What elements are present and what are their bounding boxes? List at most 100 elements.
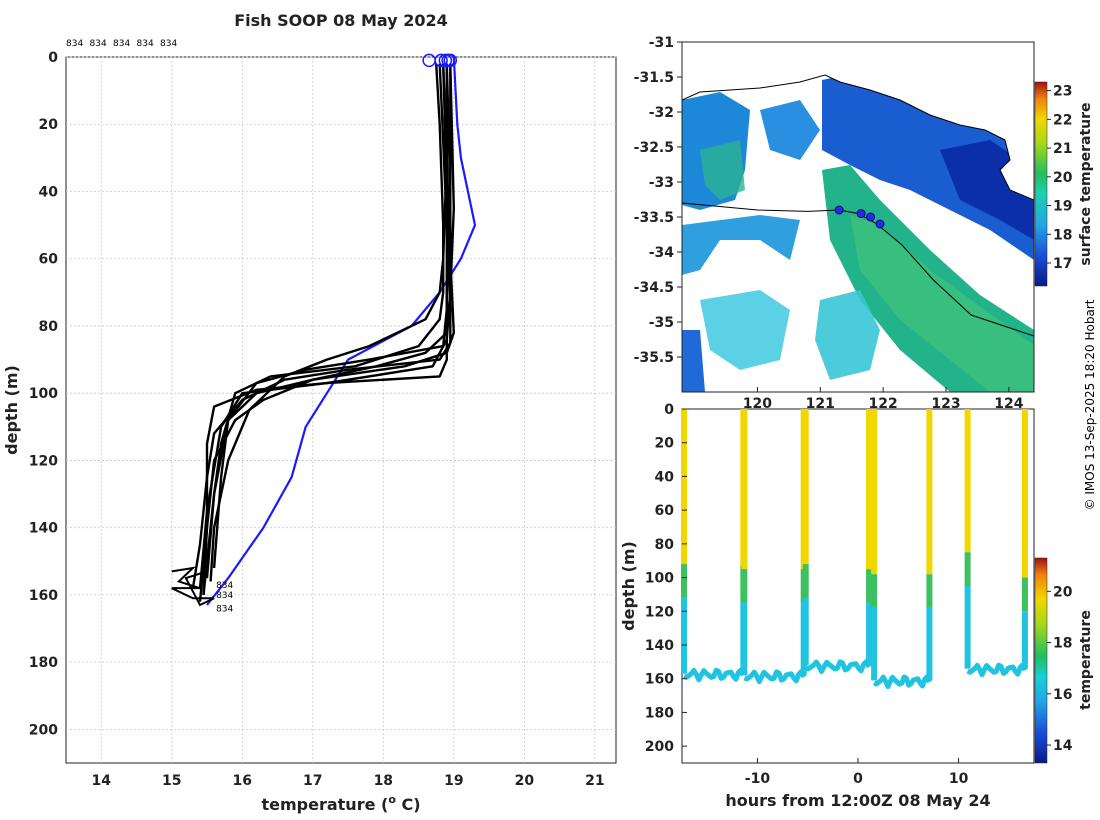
section-y-tick-label: 180 xyxy=(645,705,674,721)
section-y-ticks: 0 20 40 60 80 100 120 140 160 180 200 xyxy=(645,402,687,755)
map-y-ticks: -31 -31.5 -32 -32.5 -33 -33.5 -34 -34.5 -35 -35.5 xyxy=(634,35,682,366)
profile-x-tick-label: 19 xyxy=(444,773,463,789)
sst-colorbar-tick-label: 18 xyxy=(1053,227,1072,243)
cast-cold-segment xyxy=(866,602,873,666)
section-y-tick-label: 120 xyxy=(645,604,674,620)
map-x-tick-label: 121 xyxy=(806,396,835,412)
figure-title: Fish SOOP 08 May 2024 xyxy=(234,11,448,30)
cast-bottom-track xyxy=(804,659,872,674)
profile-id-label: 834 xyxy=(113,39,130,49)
cast-warm-segment xyxy=(1021,409,1028,578)
profile-y-tick-label: 200 xyxy=(29,722,58,738)
section-y-tick-label: 200 xyxy=(645,739,674,755)
profile-xlabel-sup: o xyxy=(388,793,396,806)
cast-thermocline-segment xyxy=(964,552,971,586)
profile-id-label: 834 xyxy=(66,39,83,49)
profile-y-tick-label: 100 xyxy=(29,386,58,402)
profile-id-label: 834 xyxy=(160,39,177,49)
cast-warm-segment xyxy=(926,409,933,575)
cast-bottom-track xyxy=(966,662,1028,678)
profile-x-tick-label: 21 xyxy=(585,773,604,789)
profile-id-label: 834 xyxy=(137,39,154,49)
profile-start-marker xyxy=(434,53,448,68)
sst-colorbar-tick-label: 22 xyxy=(1053,112,1072,128)
profile-y-tick-label: 60 xyxy=(39,252,59,268)
profile-y-tick-label: 0 xyxy=(48,50,58,66)
map-y-tick-label: -35.5 xyxy=(634,350,674,366)
temperature-colorbar-tick-label: 18 xyxy=(1053,636,1072,652)
map-y-tick-label: -34 xyxy=(649,245,675,261)
cast-warm-segment xyxy=(741,409,748,570)
profile-line xyxy=(205,63,448,579)
sst-colorbar-tick-label: 23 xyxy=(1053,84,1072,100)
cast-thermocline-segment xyxy=(866,569,873,603)
map-x-tick-label: 120 xyxy=(743,396,772,412)
profile-x-ticks: 14 15 16 17 18 19 20 21 xyxy=(92,773,605,789)
profile-x-tick-label: 14 xyxy=(92,773,112,789)
map-y-tick-label: -35 xyxy=(649,315,674,331)
profile-start-marker xyxy=(443,53,458,68)
section-y-tick-label: 0 xyxy=(664,402,674,418)
cast-warm-segment xyxy=(681,409,688,565)
profile-xlabel-main: temperature ( xyxy=(261,795,388,814)
profile-y-tick-label: 160 xyxy=(29,588,58,604)
profile-line xyxy=(198,63,455,589)
cast-thermocline-segment xyxy=(926,574,933,608)
profile-ylabel: depth (m) xyxy=(2,365,21,455)
cast-thermocline-segment xyxy=(871,574,878,608)
cast-cold-segment xyxy=(871,607,878,681)
cast-thermocline-segment xyxy=(681,564,688,598)
temperature-colorbar xyxy=(1034,557,1048,764)
cast-thermocline-segment xyxy=(802,564,809,598)
section-xlabel: hours from 12:00Z 08 May 24 xyxy=(725,791,990,810)
sst-field xyxy=(682,42,1034,392)
cast-cold-segment xyxy=(741,602,748,676)
profile-y-tick-label: 140 xyxy=(29,521,58,537)
station-markers xyxy=(834,205,885,229)
profile-end-label: 834 xyxy=(216,604,233,614)
cast-bottom-track xyxy=(743,669,806,685)
profile-xlabel: temperature (o C) xyxy=(261,793,420,814)
map-y-tick-label: -33.5 xyxy=(634,210,674,226)
sst-colorbar-tick-label: 20 xyxy=(1053,170,1073,186)
sst-colorbar-tick-label: 19 xyxy=(1053,199,1072,215)
time-depth-section: -10 0 10 0 20 40 60 80 100 120 140 160 180 200 hours… xyxy=(619,402,1094,810)
land-mass xyxy=(682,42,1034,201)
profile-y-ticks: 0 20 40 60 80 100 120 140 160 180 200 xyxy=(29,50,58,738)
map-y-tick-label: -32.5 xyxy=(634,140,674,156)
sst-west-patch-3 xyxy=(682,215,800,275)
section-y-tick-label: 160 xyxy=(645,672,674,688)
map-y-tick-label: -31 xyxy=(649,35,674,51)
sst-west-patch-2 xyxy=(700,140,745,200)
cast-cold-segment xyxy=(802,597,809,666)
profile-top-labels: 834 834 834 834 834 xyxy=(66,39,177,49)
cast-warm-segment xyxy=(871,409,878,575)
section-ylabel: depth (m) xyxy=(619,541,638,631)
sst-warm-core xyxy=(850,215,1034,392)
sst-colorbar-tick-label: 21 xyxy=(1053,141,1072,157)
temperature-colorbar-tick-label: 16 xyxy=(1053,687,1072,703)
profile-y-tick-label: 180 xyxy=(29,655,58,671)
cast-bottom-track xyxy=(873,674,932,690)
cast-thermocline-segment xyxy=(1021,577,1028,612)
cast-thermocline-segment xyxy=(741,569,748,603)
temperature-colorbar-tick-label: 20 xyxy=(1053,584,1073,600)
profile-line xyxy=(212,63,452,569)
profile-x-tick-label: 15 xyxy=(162,773,181,789)
sst-west-patch-5 xyxy=(682,330,705,392)
map-x-tick-label: 123 xyxy=(931,396,960,412)
station-marker xyxy=(834,205,844,215)
climatology-line xyxy=(206,56,477,606)
profile-xlabel-tail: C) xyxy=(396,795,421,814)
sst-cold-coast xyxy=(822,70,1034,260)
cast-cold-segment xyxy=(681,597,688,674)
section-y-tick-label: 20 xyxy=(655,436,675,452)
profile-start-markers xyxy=(422,53,458,68)
sst-mid-patch xyxy=(760,100,820,160)
map-x-tick-label: 122 xyxy=(869,396,898,412)
map-y-tick-label: -33 xyxy=(649,175,674,191)
profile-y-tick-label: 120 xyxy=(29,453,58,469)
section-x-tick-label: 10 xyxy=(949,771,969,787)
map-x-tick-label: 124 xyxy=(994,396,1023,412)
